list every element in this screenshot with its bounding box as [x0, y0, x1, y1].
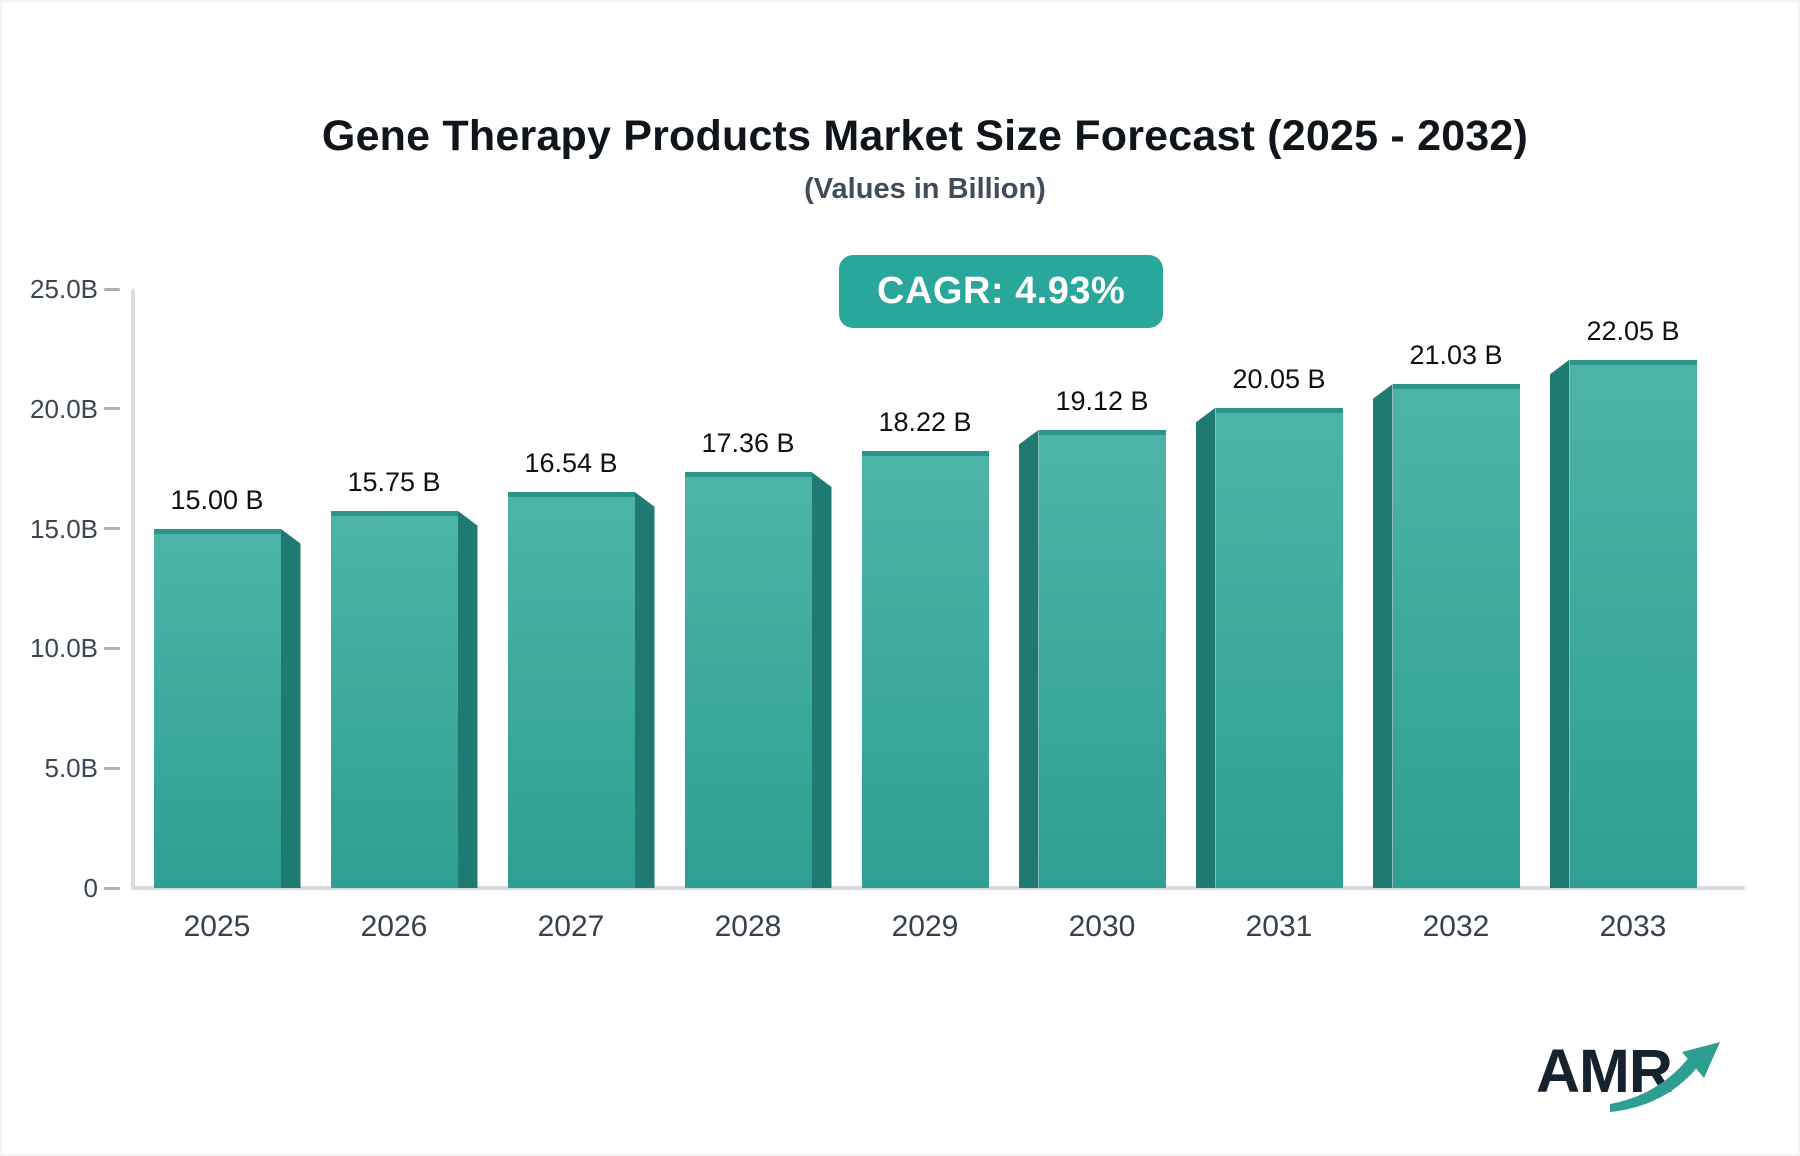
y-axis-label: 5.0B: [44, 753, 99, 784]
bar-side-face: [1018, 429, 1039, 888]
bar-front-face: [1392, 384, 1520, 888]
bar-top-edge: [861, 451, 989, 457]
bar-top-edge: [507, 491, 635, 497]
bar-side-face: [811, 472, 832, 888]
x-axis-label: 2030: [1068, 910, 1136, 943]
y-axis-label: 20.0B: [30, 393, 98, 424]
x-axis-label: 2032: [1422, 910, 1490, 943]
y-axis-tick: [104, 886, 120, 890]
bar-front-face: [330, 510, 458, 888]
bar-front-face: [684, 472, 812, 888]
y-axis-tick: [104, 527, 120, 531]
bar-value-label: 15.75 B: [347, 466, 441, 497]
y-axis-label: 25.0B: [30, 274, 98, 304]
cagr-badge: CAGR: 4.93%: [839, 255, 1164, 328]
bar-top-edge: [330, 510, 458, 516]
y-axis-tick: [104, 407, 120, 411]
bar-side-face: [280, 528, 301, 888]
x-axis-label: 2033: [1599, 910, 1667, 943]
chart-subtitle: (Values in Billion): [804, 173, 1046, 205]
x-axis-label: 2031: [1245, 910, 1313, 943]
x-axis-label: 2029: [891, 910, 959, 943]
amr-logo: AMR: [1530, 1032, 1740, 1122]
bar-value-label: 15.00 B: [170, 484, 264, 515]
y-axis-label: 0: [83, 873, 98, 903]
y-axis-line: [131, 289, 135, 890]
bar-top-edge: [1215, 407, 1343, 413]
y-axis-label: 15.0B: [30, 513, 98, 544]
bar-value-label: 17.36 B: [701, 428, 795, 459]
bar-front-face: [507, 491, 635, 888]
bar-side-face: [634, 491, 655, 888]
bar-side-face: [1372, 384, 1393, 888]
y-axis-tick: [104, 287, 120, 291]
bar-front-face: [1569, 359, 1697, 888]
bar-value-label: 18.22 B: [878, 407, 972, 438]
bar-front-face: [1215, 407, 1343, 888]
bar-side-face: [1195, 407, 1216, 888]
x-axis-label: 2026: [360, 910, 428, 943]
y-axis-tick: [104, 766, 120, 770]
y-axis-tick: [104, 646, 120, 650]
bar-side-face: [457, 510, 478, 888]
bar-value-label: 16.54 B: [524, 447, 618, 478]
x-axis-label: 2028: [714, 910, 782, 943]
bar-value-label: 22.05 B: [1586, 315, 1680, 346]
bar-value-label: 21.03 B: [1409, 340, 1503, 371]
bar-value-label: 19.12 B: [1055, 385, 1149, 416]
bar-front-face: [153, 528, 281, 888]
x-axis-label: 2025: [183, 910, 251, 943]
bar-top-edge: [153, 528, 281, 534]
bar-front-face: [861, 451, 989, 888]
x-axis-label: 2027: [537, 910, 605, 943]
bar-top-edge: [1038, 429, 1166, 435]
bar-top-edge: [684, 472, 812, 478]
x-axis-line: [131, 886, 1745, 890]
bar-value-label: 20.05 B: [1232, 363, 1326, 394]
y-axis-label: 10.0B: [30, 633, 98, 664]
bar-front-face: [1038, 429, 1166, 888]
bar-top-edge: [1569, 359, 1697, 365]
bar-top-edge: [1392, 384, 1520, 390]
chart-title: Gene Therapy Products Market Size Foreca…: [321, 112, 1529, 160]
bar-side-face: [1549, 359, 1570, 888]
growth-arrow-icon: [1610, 1042, 1720, 1112]
